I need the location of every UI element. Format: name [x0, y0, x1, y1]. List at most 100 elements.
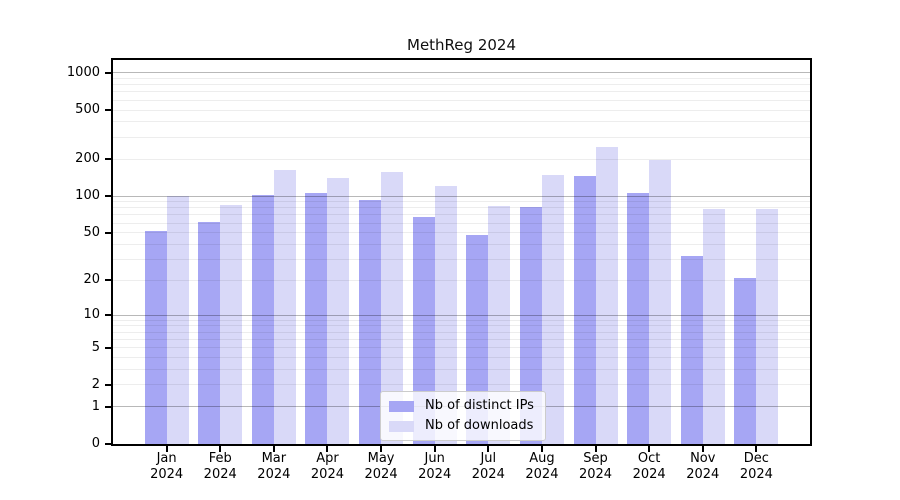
- x-tick-label-year: 2024: [418, 467, 452, 482]
- bar-downloads: [541, 174, 564, 444]
- minor-gridline: [113, 158, 810, 160]
- x-tick-label-year: 2024: [525, 467, 559, 482]
- bar-downloads: [649, 159, 672, 444]
- x-tick-label-month: Jun: [424, 451, 445, 466]
- minor-gridline: [113, 99, 810, 101]
- x-axis-tick: [594, 446, 597, 452]
- y-axis-tick: [105, 314, 113, 317]
- bar-distinct-ips: [680, 256, 703, 444]
- x-axis-tick: [380, 446, 383, 452]
- minor-gridline: [113, 331, 810, 333]
- x-axis-tick: [487, 446, 490, 452]
- legend-swatch-distinct-ips: [389, 400, 414, 412]
- x-axis-tick: [648, 446, 651, 452]
- x-tick-label-month: Jan: [156, 451, 177, 466]
- y-tick-label: 1: [91, 398, 100, 414]
- y-axis-tick: [105, 279, 113, 282]
- bar-distinct-ips: [412, 216, 435, 444]
- bar-downloads: [273, 170, 296, 444]
- x-tick-label-year: 2024: [471, 467, 505, 482]
- minor-gridline: [113, 319, 810, 321]
- minor-gridline: [113, 369, 810, 371]
- major-gridline: [113, 195, 810, 197]
- y-axis-tick: [105, 71, 113, 74]
- x-tick-label-month: Aug: [529, 451, 555, 466]
- legend-item-downloads: Nb of downloads: [389, 418, 537, 434]
- x-tick-label-month: Oct: [637, 451, 661, 466]
- legend-swatch-downloads: [389, 420, 414, 432]
- minor-gridline: [113, 232, 810, 234]
- x-axis-tick: [433, 446, 436, 452]
- x-tick-label-month: Nov: [690, 451, 716, 466]
- minor-gridline: [113, 357, 810, 359]
- minor-gridline: [113, 109, 810, 111]
- bar-distinct-ips: [573, 176, 596, 444]
- minor-gridline: [113, 338, 810, 340]
- legend-item-distinct-ips: Nb of distinct IPs: [389, 398, 537, 414]
- minor-gridline: [113, 279, 810, 281]
- plot-border-right: [810, 58, 812, 446]
- y-tick-label: 1000: [66, 64, 100, 80]
- y-tick-label: 20: [83, 272, 100, 288]
- y-tick-label: 10: [83, 307, 100, 323]
- x-tick-label-year: 2024: [203, 467, 237, 482]
- chart-title: MethReg 2024: [407, 36, 516, 54]
- x-tick-label-year: 2024: [686, 467, 720, 482]
- minor-gridline: [113, 259, 810, 261]
- bar-downloads: [488, 205, 511, 444]
- x-tick-label-month: Mar: [261, 451, 287, 466]
- minor-gridline: [113, 384, 810, 386]
- y-axis-tick: [105, 231, 113, 234]
- y-tick-label: 500: [75, 102, 100, 118]
- bar-distinct-ips: [627, 193, 650, 444]
- plot-area: 0 1 2 5 10 20 50 100 200 500 1000 Jan 2024 Feb 2024 Mar…: [67, 58, 812, 482]
- major-gridline: [113, 314, 810, 316]
- bar-downloads: [327, 178, 350, 444]
- x-tick-label-year: 2024: [632, 467, 666, 482]
- minor-gridline: [113, 201, 810, 203]
- y-axis-tick: [105, 158, 113, 161]
- minor-gridline: [113, 325, 810, 327]
- y-axis-tick: [105, 109, 113, 112]
- minor-gridline: [113, 347, 810, 349]
- bar-downloads: [166, 196, 189, 444]
- minor-gridline: [113, 84, 810, 86]
- bar-distinct-ips: [519, 207, 542, 444]
- bar-distinct-ips: [198, 222, 221, 444]
- legend: Nb of distinct IPs Nb of downloads: [380, 391, 546, 441]
- y-axis-line: [111, 58, 113, 446]
- minor-gridline: [113, 214, 810, 216]
- y-tick-label: 2: [91, 376, 100, 392]
- bar-downloads: [381, 171, 404, 444]
- y-tick-label: 50: [83, 224, 100, 240]
- x-axis-tick: [540, 446, 543, 452]
- y-tick-label: 100: [75, 188, 100, 204]
- bar-distinct-ips: [305, 193, 328, 444]
- y-tick-label: 0: [91, 436, 100, 451]
- y-tick-label: 200: [75, 151, 100, 167]
- bar-distinct-ips: [144, 230, 167, 444]
- bar-distinct-ips: [251, 195, 274, 444]
- x-axis-tick: [272, 446, 275, 452]
- y-axis-tick: [105, 405, 113, 408]
- y-axis-tick: [105, 443, 113, 445]
- x-tick-label-year: 2024: [310, 467, 344, 482]
- x-tick-label-month: May: [367, 451, 395, 466]
- major-gridline: [113, 72, 810, 74]
- bar-distinct-ips: [734, 277, 757, 444]
- minor-gridline: [113, 91, 810, 93]
- x-tick-label-year: 2024: [578, 467, 613, 482]
- minor-gridline: [113, 78, 810, 79]
- legend-label-distinct-ips: Nb of distinct IPs: [425, 398, 534, 413]
- y-tick-label: 5: [91, 339, 100, 355]
- x-tick-label-month: Feb: [208, 451, 232, 466]
- bar-distinct-ips: [359, 200, 382, 444]
- y-axis-tick: [105, 383, 113, 386]
- x-tick-label-month: Sep: [583, 451, 608, 466]
- x-axis-tick: [165, 446, 168, 452]
- x-tick-label-month: Apr: [316, 451, 339, 466]
- x-tick-label-year: 2024: [364, 467, 398, 482]
- bar-downloads: [702, 208, 725, 444]
- legend-label-downloads: Nb of downloads: [425, 418, 534, 433]
